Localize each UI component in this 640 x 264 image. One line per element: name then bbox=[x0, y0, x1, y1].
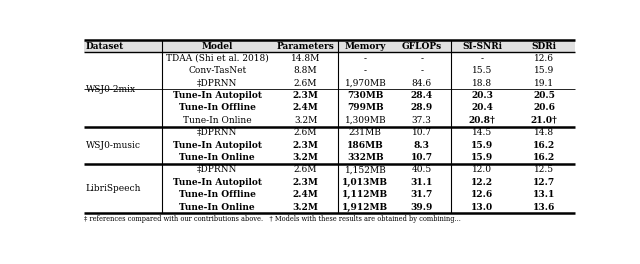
Text: GFLOPs: GFLOPs bbox=[402, 41, 442, 50]
Text: Tune-In Offline: Tune-In Offline bbox=[179, 103, 256, 112]
Text: 40.5: 40.5 bbox=[412, 166, 432, 175]
Text: 3.2M: 3.2M bbox=[294, 116, 317, 125]
Text: WSJ0-2mix: WSJ0-2mix bbox=[86, 85, 136, 94]
Text: Dataset: Dataset bbox=[86, 41, 124, 50]
FancyBboxPatch shape bbox=[84, 40, 575, 52]
Text: SI-SNRi: SI-SNRi bbox=[462, 41, 502, 50]
Text: 31.7: 31.7 bbox=[411, 190, 433, 199]
Text: 12.6: 12.6 bbox=[534, 54, 554, 63]
Text: -: - bbox=[364, 66, 367, 75]
Text: 12.6: 12.6 bbox=[471, 190, 493, 199]
Text: 31.1: 31.1 bbox=[411, 178, 433, 187]
Text: 2.3M: 2.3M bbox=[292, 141, 319, 150]
Text: 1,912MB: 1,912MB bbox=[342, 202, 388, 212]
Text: Memory: Memory bbox=[345, 41, 386, 50]
Text: 15.9: 15.9 bbox=[471, 153, 493, 162]
Text: 3.2M: 3.2M bbox=[292, 202, 319, 212]
Text: ‡ references compared with our contributions above.   † Models with these result: ‡ references compared with our contribut… bbox=[84, 215, 461, 223]
Text: 14.8M: 14.8M bbox=[291, 54, 321, 63]
Text: 12.5: 12.5 bbox=[534, 166, 554, 175]
Text: ‡DPRNN: ‡DPRNN bbox=[197, 166, 237, 175]
Text: TDAA (Shi et al. 2018): TDAA (Shi et al. 2018) bbox=[166, 54, 269, 63]
Text: LibriSpeech: LibriSpeech bbox=[86, 184, 141, 193]
Text: WSJ0-music: WSJ0-music bbox=[86, 141, 141, 150]
Text: 10.7: 10.7 bbox=[412, 128, 432, 137]
Text: 20.4: 20.4 bbox=[471, 103, 493, 112]
Text: 2.6M: 2.6M bbox=[294, 166, 317, 175]
Text: Model: Model bbox=[202, 41, 233, 50]
Text: 10.7: 10.7 bbox=[411, 153, 433, 162]
Text: -: - bbox=[481, 54, 484, 63]
Text: 37.3: 37.3 bbox=[412, 116, 432, 125]
Text: Tune-In Offline: Tune-In Offline bbox=[179, 190, 256, 199]
Text: 1,970MB: 1,970MB bbox=[344, 79, 386, 88]
Text: ‡DPRNN: ‡DPRNN bbox=[197, 128, 237, 137]
Text: 39.9: 39.9 bbox=[411, 202, 433, 212]
Text: 13.6: 13.6 bbox=[533, 202, 556, 212]
Text: 2.6M: 2.6M bbox=[294, 128, 317, 137]
Text: 21.0†: 21.0† bbox=[531, 116, 557, 125]
Text: 186MB: 186MB bbox=[347, 141, 384, 150]
Text: Tune-In Autopilot: Tune-In Autopilot bbox=[173, 178, 262, 187]
Text: 13.0: 13.0 bbox=[471, 202, 493, 212]
Text: 20.5: 20.5 bbox=[533, 91, 555, 100]
Text: ‡DPRNN: ‡DPRNN bbox=[197, 79, 237, 88]
Text: 14.5: 14.5 bbox=[472, 128, 492, 137]
Text: 84.6: 84.6 bbox=[412, 79, 432, 88]
Text: Tune-In Autopilot: Tune-In Autopilot bbox=[173, 91, 262, 100]
Text: Tune-In Autopilot: Tune-In Autopilot bbox=[173, 141, 262, 150]
Text: 1,309MB: 1,309MB bbox=[344, 116, 386, 125]
Text: Tune-In Online: Tune-In Online bbox=[179, 202, 255, 212]
Text: 332MB: 332MB bbox=[347, 153, 383, 162]
Text: 20.6: 20.6 bbox=[533, 103, 555, 112]
Text: Parameters: Parameters bbox=[276, 41, 335, 50]
Text: -: - bbox=[420, 66, 423, 75]
Text: 15.9: 15.9 bbox=[471, 141, 493, 150]
Text: Conv-TasNet: Conv-TasNet bbox=[188, 66, 246, 75]
Text: 15.9: 15.9 bbox=[534, 66, 554, 75]
Text: Tune-In Online: Tune-In Online bbox=[183, 116, 252, 125]
Text: 2.4M: 2.4M bbox=[292, 190, 319, 199]
Text: 28.4: 28.4 bbox=[411, 91, 433, 100]
Text: 18.8: 18.8 bbox=[472, 79, 492, 88]
Text: 28.9: 28.9 bbox=[411, 103, 433, 112]
Text: 16.2: 16.2 bbox=[533, 153, 555, 162]
Text: 20.8†: 20.8† bbox=[468, 116, 495, 125]
Text: 13.1: 13.1 bbox=[533, 190, 556, 199]
Text: 12.2: 12.2 bbox=[471, 178, 493, 187]
Text: SDRi: SDRi bbox=[532, 41, 557, 50]
Text: 799MB: 799MB bbox=[347, 103, 383, 112]
Text: 1,152MB: 1,152MB bbox=[344, 166, 386, 175]
Text: 19.1: 19.1 bbox=[534, 79, 554, 88]
Text: 8.8M: 8.8M bbox=[294, 66, 317, 75]
Text: 14.8: 14.8 bbox=[534, 128, 554, 137]
Text: 2.3M: 2.3M bbox=[292, 91, 319, 100]
Text: 20.3: 20.3 bbox=[471, 91, 493, 100]
Text: -: - bbox=[420, 54, 423, 63]
Text: Tune-In Online: Tune-In Online bbox=[179, 153, 255, 162]
Text: 3.2M: 3.2M bbox=[292, 153, 319, 162]
Text: 2.6M: 2.6M bbox=[294, 79, 317, 88]
Text: 12.0: 12.0 bbox=[472, 166, 492, 175]
Text: 1,013MB: 1,013MB bbox=[342, 178, 388, 187]
Text: 15.5: 15.5 bbox=[472, 66, 492, 75]
Text: -: - bbox=[364, 54, 367, 63]
Text: 12.7: 12.7 bbox=[533, 178, 555, 187]
Text: 1,112MB: 1,112MB bbox=[342, 190, 388, 199]
Text: 16.2: 16.2 bbox=[533, 141, 555, 150]
Text: 2.3M: 2.3M bbox=[292, 178, 319, 187]
Text: 2.4M: 2.4M bbox=[292, 103, 319, 112]
Text: 730MB: 730MB bbox=[347, 91, 383, 100]
Text: 8.3: 8.3 bbox=[414, 141, 430, 150]
Text: 231MB: 231MB bbox=[349, 128, 382, 137]
